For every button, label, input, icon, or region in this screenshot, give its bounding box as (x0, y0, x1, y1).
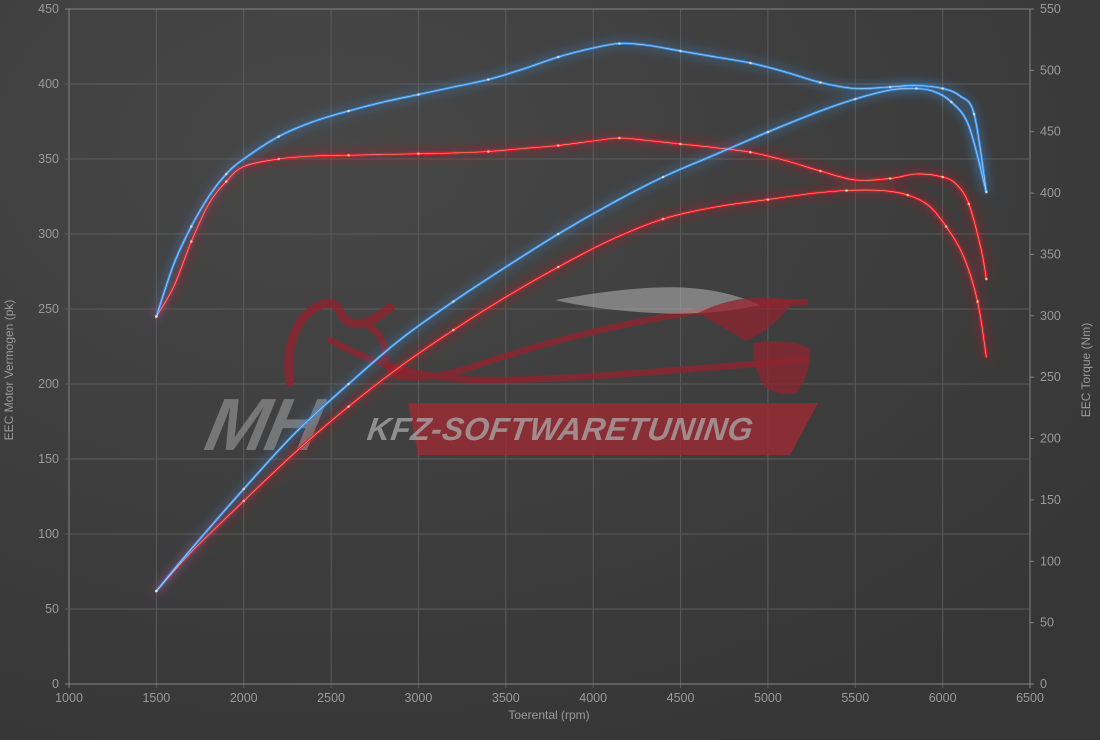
svg-text:450: 450 (38, 2, 59, 16)
svg-text:100: 100 (1040, 554, 1061, 568)
svg-text:1500: 1500 (142, 691, 170, 705)
svg-text:4500: 4500 (667, 691, 695, 705)
svg-text:0: 0 (1040, 677, 1047, 691)
svg-text:400: 400 (1040, 186, 1061, 200)
svg-text:5000: 5000 (754, 691, 782, 705)
svg-text:200: 200 (38, 377, 59, 391)
svg-text:3500: 3500 (492, 691, 520, 705)
svg-text:50: 50 (1040, 616, 1054, 630)
svg-text:4000: 4000 (579, 691, 607, 705)
svg-text:0: 0 (52, 677, 59, 691)
svg-text:350: 350 (1040, 247, 1061, 261)
svg-text:EEC Motor Vermogen (pk): EEC Motor Vermogen (pk) (2, 300, 16, 441)
svg-text:50: 50 (45, 602, 59, 616)
svg-text:2500: 2500 (317, 691, 345, 705)
svg-text:300: 300 (1040, 309, 1061, 323)
svg-text:6000: 6000 (929, 691, 957, 705)
svg-text:500: 500 (1040, 63, 1061, 77)
svg-text:KFZ-SOFTWARETUNING: KFZ-SOFTWARETUNING (365, 411, 756, 447)
svg-text:150: 150 (1040, 493, 1061, 507)
svg-text:300: 300 (38, 227, 59, 241)
svg-text:5500: 5500 (841, 691, 869, 705)
svg-text:450: 450 (1040, 125, 1061, 139)
svg-text:150: 150 (38, 452, 59, 466)
svg-text:MH: MH (199, 383, 332, 466)
svg-text:2000: 2000 (230, 691, 258, 705)
svg-text:100: 100 (38, 527, 59, 541)
svg-text:1000: 1000 (55, 691, 83, 705)
svg-text:3000: 3000 (405, 691, 433, 705)
svg-text:250: 250 (1040, 370, 1061, 384)
svg-text:6500: 6500 (1016, 691, 1044, 705)
svg-text:Toerental (rpm): Toerental (rpm) (508, 708, 589, 722)
svg-text:200: 200 (1040, 432, 1061, 446)
svg-text:350: 350 (38, 152, 59, 166)
svg-text:250: 250 (38, 302, 59, 316)
svg-text:400: 400 (38, 77, 59, 91)
svg-text:550: 550 (1040, 2, 1061, 16)
svg-text:EEC Torque (Nm): EEC Torque (Nm) (1079, 323, 1093, 417)
